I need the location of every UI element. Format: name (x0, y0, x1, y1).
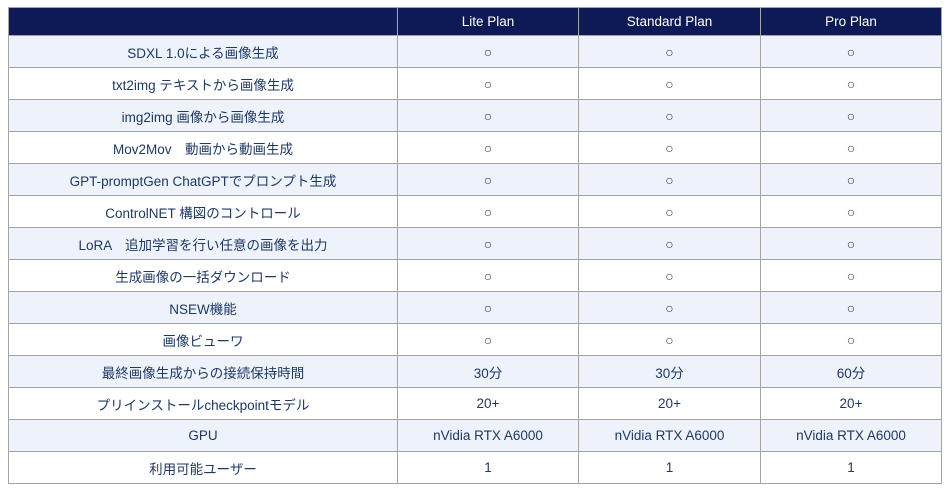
feature-name-cell: SDXL 1.0による画像生成 (8, 35, 398, 68)
plan-value-cell: ○ (397, 131, 579, 164)
table-row: LoRA 追加学習を行い任意の画像を出力 ○ ○ ○ (8, 227, 942, 260)
plan-value-cell: ○ (578, 131, 761, 164)
header-row: Lite Plan Standard Plan Pro Plan (8, 7, 942, 36)
plan-value-cell: 20+ (578, 387, 761, 420)
feature-name-cell: GPU (8, 419, 398, 452)
plan-value-cell: 1 (397, 451, 579, 484)
plan-value-cell: ○ (397, 163, 579, 196)
plan-value-cell: nVidia RTX A6000 (397, 419, 579, 452)
plan-header-standard: Standard Plan (578, 7, 761, 36)
plan-value-cell: ○ (578, 259, 761, 292)
plan-value-cell: ○ (397, 291, 579, 324)
table-row: プリインストールcheckpointモデル 20+ 20+ 20+ (8, 387, 942, 420)
plan-value-cell: ○ (760, 99, 942, 132)
plan-value-cell: ○ (397, 323, 579, 356)
plan-value-cell: ○ (578, 99, 761, 132)
plan-value-cell: ○ (760, 227, 942, 260)
plan-value-cell: ○ (397, 35, 579, 68)
plan-value-cell: ○ (397, 67, 579, 100)
table-row: 画像ビューワ ○ ○ ○ (8, 323, 942, 356)
plan-value-cell: ○ (397, 99, 579, 132)
table-row: txt2img テキストから画像生成 ○ ○ ○ (8, 67, 942, 100)
plan-value-cell: ○ (760, 131, 942, 164)
table-row: Mov2Mov 動画から動画生成 ○ ○ ○ (8, 131, 942, 164)
plan-value-cell: 20+ (397, 387, 579, 420)
table-row: 利用可能ユーザー 1 1 1 (8, 451, 942, 484)
feature-name-cell: NSEW機能 (8, 291, 398, 324)
table-row: GPT-promptGen ChatGPTでプロンプト生成 ○ ○ ○ (8, 163, 942, 196)
plan-value-cell: ○ (578, 67, 761, 100)
feature-name-cell: 最終画像生成からの接続保持時間 (8, 355, 398, 388)
feature-name-cell: 生成画像の一括ダウンロード (8, 259, 398, 292)
plan-value-cell: nVidia RTX A6000 (578, 419, 761, 452)
plan-value-cell: ○ (760, 259, 942, 292)
feature-header-cell (8, 7, 398, 36)
plan-value-cell: 1 (578, 451, 761, 484)
feature-name-cell: GPT-promptGen ChatGPTでプロンプト生成 (8, 163, 398, 196)
plan-value-cell: ○ (578, 35, 761, 68)
plan-value-cell: ○ (397, 227, 579, 260)
table-row: SDXL 1.0による画像生成 ○ ○ ○ (8, 35, 942, 68)
plan-header-pro: Pro Plan (760, 7, 942, 36)
plan-value-cell: 1 (760, 451, 942, 484)
feature-name-cell: 利用可能ユーザー (8, 451, 398, 484)
plan-value-cell: 30分 (578, 355, 761, 388)
plan-value-cell: nVidia RTX A6000 (760, 419, 942, 452)
feature-name-cell: 画像ビューワ (8, 323, 398, 356)
plan-value-cell: ○ (578, 323, 761, 356)
plan-value-cell: ○ (760, 163, 942, 196)
plan-table-body: SDXL 1.0による画像生成 ○ ○ ○ txt2img テキストから画像生成 ○ ○ ○ i… (8, 35, 942, 484)
plan-comparison-table: Lite Plan Standard Plan Pro Plan SDXL 1.… (8, 7, 942, 484)
plan-value-cell: ○ (578, 291, 761, 324)
table-row: 生成画像の一括ダウンロード ○ ○ ○ (8, 259, 942, 292)
plan-value-cell: ○ (578, 163, 761, 196)
table-row: 最終画像生成からの接続保持時間 30分 30分 60分 (8, 355, 942, 388)
plan-value-cell: ○ (578, 227, 761, 260)
feature-name-cell: プリインストールcheckpointモデル (8, 387, 398, 420)
plan-header-lite: Lite Plan (397, 7, 579, 36)
plan-value-cell: ○ (760, 195, 942, 228)
feature-name-cell: txt2img テキストから画像生成 (8, 67, 398, 100)
plan-value-cell: 30分 (397, 355, 579, 388)
feature-name-cell: ControlNET 構図のコントロール (8, 195, 398, 228)
plan-value-cell: ○ (397, 195, 579, 228)
table-row: GPU nVidia RTX A6000 nVidia RTX A6000 nVidi… (8, 419, 942, 452)
plan-value-cell: 20+ (760, 387, 942, 420)
table-row: ControlNET 構図のコントロール ○ ○ ○ (8, 195, 942, 228)
feature-name-cell: LoRA 追加学習を行い任意の画像を出力 (8, 227, 398, 260)
plan-value-cell: ○ (397, 259, 579, 292)
plan-value-cell: ○ (760, 35, 942, 68)
plan-value-cell: ○ (578, 195, 761, 228)
feature-name-cell: Mov2Mov 動画から動画生成 (8, 131, 398, 164)
plan-value-cell: ○ (760, 67, 942, 100)
plan-value-cell: ○ (760, 323, 942, 356)
plan-value-cell: 60分 (760, 355, 942, 388)
table-row: NSEW機能 ○ ○ ○ (8, 291, 942, 324)
table-row: img2img 画像から画像生成 ○ ○ ○ (8, 99, 942, 132)
plan-value-cell: ○ (760, 291, 942, 324)
feature-name-cell: img2img 画像から画像生成 (8, 99, 398, 132)
